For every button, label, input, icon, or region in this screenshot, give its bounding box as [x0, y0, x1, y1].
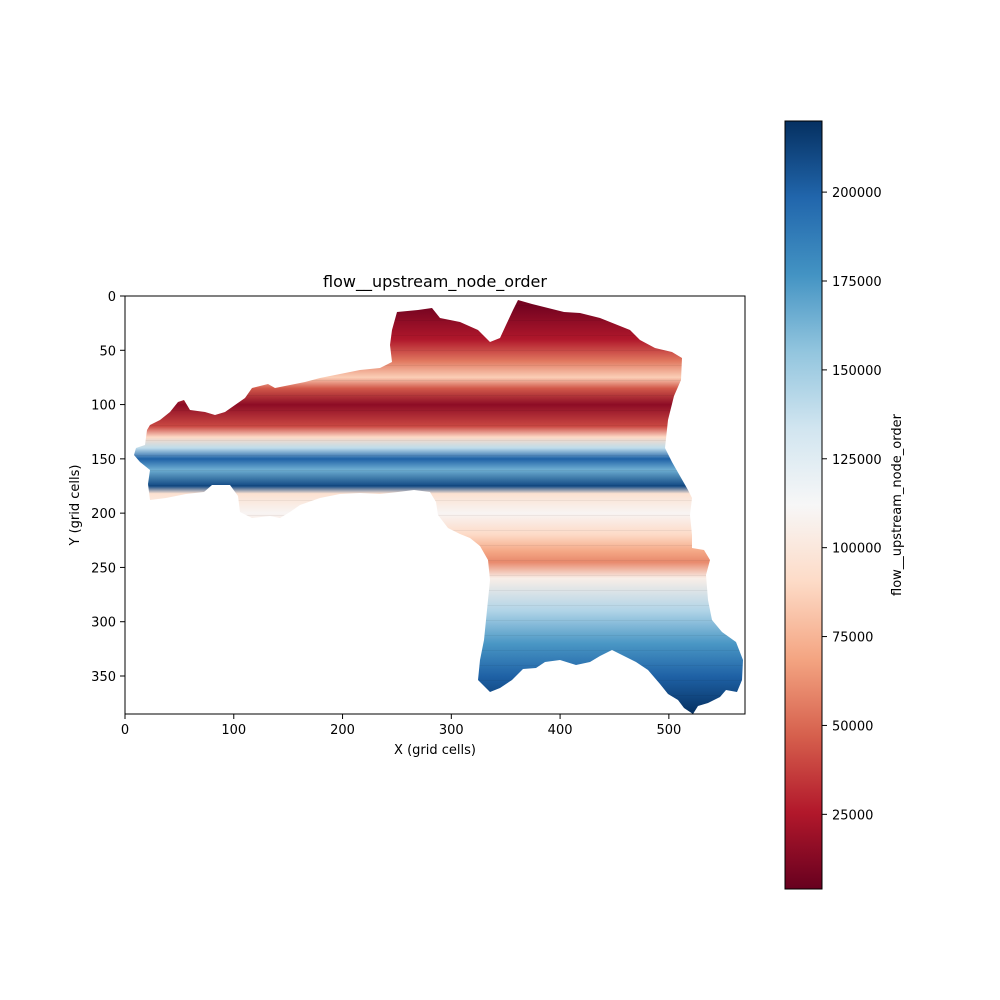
row-stripe — [134, 440, 743, 441]
row-stripe — [134, 335, 743, 336]
y-tick-label: 50 — [99, 344, 116, 359]
y-tick-label: 300 — [91, 616, 116, 631]
y-tick-label: 250 — [91, 561, 116, 576]
x-tick-label: 200 — [330, 723, 355, 738]
row-stripe — [134, 410, 743, 411]
x-axis: 0 100 200 300 400 500 — [121, 714, 681, 738]
row-stripe — [134, 635, 743, 636]
row-stripe — [134, 695, 743, 696]
y-axis-label: Y (grid cells) — [68, 465, 83, 547]
colorbar-label: flow__upstream_node_order — [890, 413, 905, 596]
row-stripe — [134, 665, 743, 666]
basin-fill — [134, 300, 743, 714]
row-stripe — [134, 530, 743, 531]
row-stripe — [134, 560, 743, 561]
y-tick-label: 0 — [108, 290, 116, 305]
x-tick-label: 0 — [121, 723, 129, 738]
colorbar-tick-label: 75000 — [832, 631, 873, 646]
row-stripe — [134, 620, 743, 621]
plot-frame — [124, 295, 746, 715]
row-stripe — [134, 395, 743, 396]
x-tick-label: 300 — [439, 723, 464, 738]
x-tick-label: 400 — [548, 723, 573, 738]
x-axis-label: X (grid cells) — [394, 743, 476, 758]
row-stripe — [134, 380, 743, 381]
y-tick-label: 350 — [91, 670, 116, 685]
colorbar-tick-label: 125000 — [832, 453, 882, 468]
colorbar-tick-label: 175000 — [832, 275, 882, 290]
row-stripe — [134, 350, 743, 351]
colorbar-tick-label: 200000 — [832, 186, 882, 201]
row-stripe — [134, 650, 743, 651]
x-tick-label: 500 — [656, 723, 681, 738]
row-stripe — [134, 710, 743, 711]
row-stripe — [134, 485, 743, 486]
y-tick-label: 150 — [91, 453, 116, 468]
colorbar-ticks: 25000 50000 75000 100000 125000 150000 175000 2… — [822, 186, 882, 823]
colorbar-tick-label: 100000 — [832, 542, 882, 557]
row-stripe — [134, 680, 743, 681]
chart-title: flow__upstream_node_order — [323, 272, 547, 292]
row-stripe — [134, 605, 743, 606]
row-stripe — [134, 545, 743, 546]
map-image — [134, 300, 743, 714]
row-stripe — [134, 575, 743, 576]
x-tick-label: 100 — [221, 723, 246, 738]
row-stripe — [134, 515, 743, 516]
row-stripe — [134, 590, 743, 591]
colorbar-tick-label: 50000 — [832, 719, 873, 734]
colorbar — [784, 120, 823, 890]
row-stripe — [134, 425, 743, 426]
y-tick-label: 200 — [91, 507, 116, 522]
colorbar-tick-label: 150000 — [832, 364, 882, 379]
row-stripe — [134, 365, 743, 366]
y-axis: 0 50 100 150 200 250 300 350 — [91, 290, 125, 685]
row-stripe — [134, 470, 743, 471]
row-stripe — [134, 320, 743, 321]
y-tick-label: 100 — [91, 399, 116, 414]
row-stripe — [134, 305, 743, 306]
row-stripe — [134, 455, 743, 456]
colorbar-tick-label: 25000 — [832, 808, 873, 823]
row-stripe — [134, 500, 743, 501]
